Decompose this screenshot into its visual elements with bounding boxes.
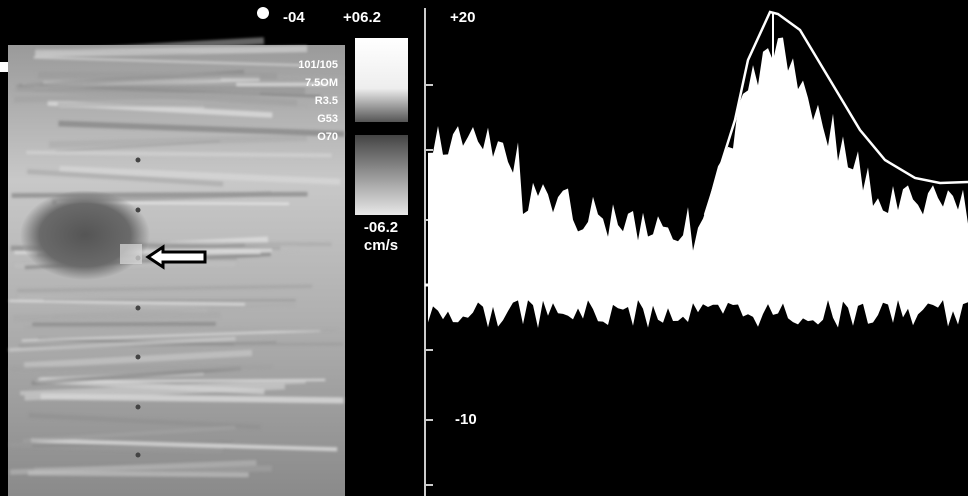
axis-label-bottom: -10 xyxy=(455,411,477,428)
setting: O70 xyxy=(317,131,338,143)
texture-streak xyxy=(27,470,249,478)
texture-streak xyxy=(58,120,345,137)
texture-streak xyxy=(14,90,260,103)
scale-max: +06.2 xyxy=(343,9,381,26)
arrow xyxy=(145,244,207,270)
setting: G53 xyxy=(317,113,338,125)
texture-streak xyxy=(12,76,221,92)
depth-dot xyxy=(135,452,141,458)
texture-streak xyxy=(30,438,338,452)
depth-dot xyxy=(135,157,141,163)
envelope-trace xyxy=(703,10,968,216)
texture-streak xyxy=(25,326,338,332)
texture-streak xyxy=(37,71,278,80)
texture-streak xyxy=(22,425,236,443)
edge-marker xyxy=(0,62,8,72)
texture-streak xyxy=(31,366,242,386)
texture-streak xyxy=(32,321,216,327)
scale-bar-negative xyxy=(355,135,408,215)
setting: R3.5 xyxy=(315,95,338,107)
settings: 101/105 7.5OM R3.5 G53 O70 xyxy=(298,59,338,143)
b-mode-image xyxy=(8,37,345,496)
texture-streak xyxy=(55,140,220,153)
texture-streak xyxy=(21,329,321,342)
depth-dot xyxy=(135,404,141,410)
texture-streak xyxy=(9,364,273,372)
texture-streak xyxy=(27,168,224,187)
tissue-texture xyxy=(8,37,345,478)
texture-streak xyxy=(24,383,286,401)
texture-streak xyxy=(49,134,307,149)
texture-streak xyxy=(33,56,302,67)
texture-streak xyxy=(28,412,261,430)
texture-streak xyxy=(59,165,341,185)
axis-label-top: +20 xyxy=(450,9,475,26)
sample-gate xyxy=(120,244,142,264)
texture-streak xyxy=(53,302,295,317)
texture-streak xyxy=(19,379,306,396)
depth-dot xyxy=(135,207,141,213)
depth-dot xyxy=(135,354,141,360)
scale-bar-positive xyxy=(355,38,408,122)
orientation-icon xyxy=(257,7,269,19)
texture-streak xyxy=(17,284,313,293)
lesion xyxy=(20,190,150,280)
depth-markers xyxy=(135,157,141,458)
setting: 7.5OM xyxy=(305,77,338,89)
spectrum-fill xyxy=(428,37,968,285)
header-marker: -04 xyxy=(283,9,305,26)
scale-unit: cm/s xyxy=(364,237,398,254)
scale-min: -06.2 xyxy=(364,219,398,236)
texture-streak xyxy=(26,150,332,158)
texture-streak xyxy=(57,102,308,108)
texture-streak xyxy=(9,299,245,306)
doppler-spectrum xyxy=(424,8,968,496)
texture-streak xyxy=(13,311,221,322)
depth-dot xyxy=(135,305,141,311)
texture-streak xyxy=(8,336,236,352)
texture-streak xyxy=(35,45,308,58)
texture-streak xyxy=(10,460,257,475)
spectrum-fill-negative xyxy=(428,285,968,328)
texture-streak xyxy=(35,48,201,55)
setting: 101/105 xyxy=(298,59,338,71)
